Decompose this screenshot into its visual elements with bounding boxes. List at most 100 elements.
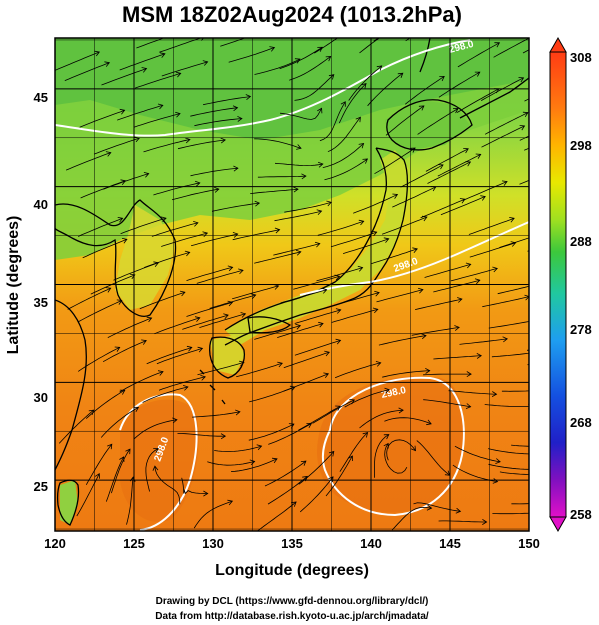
- streamline-arrowhead: [410, 147, 416, 153]
- streamline: [254, 58, 301, 75]
- y-tick-label: 40: [34, 197, 48, 212]
- streamline: [111, 448, 131, 494]
- x-tick-label: 130: [202, 536, 224, 551]
- streamline: [289, 56, 331, 81]
- streamline-arrowhead: [531, 318, 536, 323]
- streamline: [319, 101, 346, 142]
- streamline: [330, 231, 377, 248]
- streamline-arrowhead: [321, 288, 328, 294]
- streamline-arrowhead: [349, 27, 354, 32]
- streamline: [413, 502, 461, 512]
- streamline: [171, 188, 219, 201]
- streamline: [316, 267, 363, 282]
- streamline: [58, 409, 94, 444]
- streamline-arrowhead: [335, 338, 342, 345]
- streamline: [279, 108, 322, 120]
- streamline-arrowhead: [172, 417, 178, 424]
- taiwan: [60, 480, 78, 525]
- streamline-arrowhead: [412, 247, 418, 253]
- streamline: [499, 237, 529, 248]
- streamline-arrowhead: [328, 74, 335, 80]
- streamline: [438, 71, 481, 98]
- colorbar-tick-label: 308: [570, 50, 592, 65]
- streamline: [254, 251, 301, 264]
- coastlines: [55, 38, 529, 526]
- streamline: [102, 340, 147, 363]
- colorbar-tick-label: 298: [570, 138, 592, 153]
- streamline: [119, 371, 164, 393]
- streamline-arrowhead: [335, 405, 341, 411]
- streamline-arrowhead: [107, 443, 113, 450]
- streamline-arrowhead: [392, 193, 399, 199]
- streamline: [228, 47, 275, 63]
- streamline: [491, 352, 529, 358]
- y-tick-label: 30: [34, 390, 48, 405]
- colorbar-tick-label: 268: [570, 415, 592, 430]
- streamline: [76, 473, 100, 517]
- streamline-arrowhead: [384, 387, 390, 394]
- streamline-arrowhead: [317, 46, 323, 52]
- streamline: [65, 152, 111, 171]
- streamline: [145, 448, 159, 492]
- streamline: [257, 175, 306, 178]
- streamline: [67, 287, 111, 310]
- streamline-arrowhead: [227, 300, 234, 307]
- streamline: [488, 448, 529, 455]
- x-tick-label: 125: [123, 536, 145, 551]
- streamline: [468, 217, 515, 235]
- streamline-arrowhead: [220, 137, 226, 144]
- streamline-arrowhead: [214, 186, 220, 193]
- streamline-arrowhead: [374, 290, 380, 297]
- korea-peninsula: [115, 205, 175, 310]
- streamline-arrowhead: [193, 221, 199, 227]
- streamline-arrowhead: [398, 407, 404, 414]
- streamline-arrowhead: [491, 391, 498, 397]
- streamline: [100, 407, 139, 438]
- streamline: [177, 139, 226, 150]
- streamline: [133, 419, 177, 440]
- streamline: [322, 143, 364, 168]
- streamline-arrowhead: [421, 333, 427, 340]
- map-title: MSM 18Z02Aug2024 (1013.2hPa): [122, 2, 462, 27]
- streamline: [312, 399, 355, 424]
- streamline: [457, 42, 500, 68]
- y-axis-label: Latitude (degrees): [5, 216, 22, 355]
- lat-lon-grid: [55, 38, 529, 531]
- streamline: [440, 196, 486, 216]
- streamline-arrowhead: [323, 372, 330, 378]
- streamline: [280, 289, 327, 304]
- streamline: [197, 362, 245, 376]
- streamline-arrowhead: [296, 144, 302, 150]
- streamline: [283, 351, 330, 369]
- streamline: [511, 503, 529, 505]
- streamline-arrowhead: [492, 266, 498, 273]
- streamline-arrowhead: [238, 268, 244, 275]
- streamline-arrowhead: [201, 38, 204, 41]
- streamline-arrowhead: [300, 460, 307, 466]
- streamline-arrowhead: [143, 172, 150, 178]
- streamline: [105, 456, 125, 502]
- streamline: [268, 423, 312, 445]
- streamline-arrowhead: [502, 336, 508, 343]
- streamline-arrowhead: [125, 448, 131, 455]
- streamline-arrowhead: [540, 281, 545, 286]
- streamline: [437, 154, 481, 177]
- streamline: [136, 38, 165, 49]
- streamline-arrowhead: [184, 137, 191, 144]
- streamline-arrowhead: [480, 195, 486, 201]
- streamline: [85, 389, 126, 419]
- streamline-arrowhead: [494, 42, 501, 48]
- streamline-arrowhead: [474, 278, 481, 285]
- streamline-arrowhead: [254, 200, 261, 207]
- streamline: [488, 463, 529, 470]
- streamline-arrowhead: [223, 313, 229, 320]
- streamline-arrowhead: [317, 107, 323, 114]
- streamline-arrowhead: [141, 67, 148, 73]
- streamline: [82, 238, 128, 259]
- japan-honshu: [225, 150, 410, 345]
- streamline: [78, 300, 122, 322]
- streamline: [404, 76, 445, 105]
- streamline-arrowhead: [531, 451, 535, 456]
- y-axis: 25 30 35 40 45 Latitude (degrees): [5, 90, 48, 494]
- streamline-arrowhead: [314, 241, 321, 248]
